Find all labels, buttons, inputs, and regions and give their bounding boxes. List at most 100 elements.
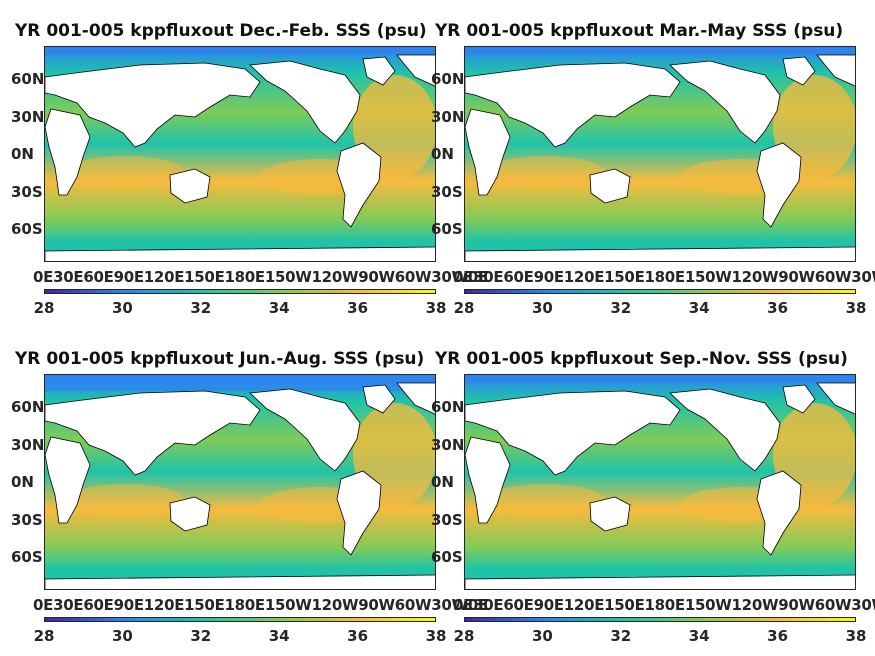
land-mass — [816, 382, 855, 415]
land-mass — [465, 62, 681, 148]
lat-tick-label: 60S — [11, 548, 43, 566]
lon-tick-label: 150E — [184, 596, 225, 614]
colorbar-tick-label: 36 — [347, 299, 369, 317]
lon-tick-label: 120W — [311, 268, 359, 286]
land-mass — [465, 246, 855, 261]
lat-tick-label: 0N — [11, 145, 34, 163]
lon-tick-label: 30W — [851, 596, 875, 614]
lon-tick-label: 90E — [113, 268, 145, 286]
lon-tick-label: 90W — [778, 596, 815, 614]
lon-tick-label: 120W — [731, 268, 779, 286]
colorbar — [44, 289, 436, 294]
lon-tick-label: 150W — [684, 596, 732, 614]
colorbar-tick-label: 32 — [190, 627, 212, 645]
lon-tick-label: 90E — [113, 596, 145, 614]
sss-map — [44, 374, 436, 590]
lon-tick-label: 30E — [53, 268, 84, 286]
lon-tick-label: 60W — [394, 268, 432, 286]
land-mass — [756, 142, 802, 228]
land-mass — [45, 246, 435, 261]
lon-tick-label: 120W — [311, 596, 359, 614]
colorbar-tick-label: 30 — [111, 627, 133, 645]
land-mass — [45, 62, 261, 148]
land-mass — [45, 574, 435, 589]
colorbar-tick-label: 36 — [767, 627, 789, 645]
map-panel: YR 001-005 kppfluxout Dec.-Feb. SSS (psu… — [0, 0, 488, 328]
lat-tick-label: 30N — [431, 108, 465, 126]
lon-tick-label: 30E — [53, 596, 84, 614]
lon-tick-label: 180E — [644, 268, 686, 286]
arctic-low-salinity — [45, 47, 435, 55]
lon-tick-labels: 0E30E60E90E120E150E180E150W120W90W60W30W… — [33, 596, 488, 614]
lat-tick-label: 0N — [11, 473, 34, 491]
sss-map — [44, 46, 436, 262]
lon-tick-label: 0E — [453, 268, 474, 286]
lat-tick-label: 60N — [11, 398, 45, 416]
colorbar-tick-label: 28 — [453, 627, 475, 645]
colorbar-tick-label: 28 — [33, 627, 55, 645]
colorbar-tick-label: 36 — [347, 627, 369, 645]
lat-tick-label: 30N — [431, 436, 465, 454]
arctic-low-salinity — [45, 375, 435, 391]
colorbar-tick-label: 28 — [33, 299, 55, 317]
land-mass — [362, 56, 396, 86]
lat-tick-label: 30S — [11, 183, 43, 201]
land-mass — [669, 60, 781, 144]
lon-tick-label: 30E — [473, 596, 504, 614]
colorbar-tick-label: 34 — [688, 627, 710, 645]
arctic-low-salinity — [465, 47, 855, 55]
lat-tick-label: 30S — [431, 511, 463, 529]
colorbar-tick-label: 38 — [845, 299, 867, 317]
lat-tick-label: 0N — [431, 145, 454, 163]
colorbar-tick-label: 38 — [425, 299, 447, 317]
lon-tick-label: 30W — [851, 268, 875, 286]
map-panel: YR 001-005 kppfluxout Jun.-Aug. SSS (psu… — [0, 328, 488, 656]
sss-map — [464, 46, 856, 262]
map-panel: YR 001-005 kppfluxout Mar.-May SSS (psu)… — [420, 0, 875, 328]
panel-title: YR 001-005 kppfluxout Jun.-Aug. SSS (psu… — [15, 349, 425, 369]
land-mass — [782, 384, 816, 414]
lon-tick-label: 0E — [467, 596, 488, 614]
land-mass — [465, 390, 681, 476]
land-mass — [45, 436, 91, 524]
colorbar-tick-label: 32 — [610, 627, 632, 645]
lat-tick-label: 0N — [431, 473, 454, 491]
panel-title: YR 001-005 kppfluxout Mar.-May SSS (psu) — [435, 21, 844, 41]
indian-high-salinity — [65, 156, 185, 188]
panel-title: YR 001-005 kppfluxout Dec.-Feb. SSS (psu… — [15, 21, 427, 41]
colorbar-tick-label: 30 — [111, 299, 133, 317]
lon-tick-label: 30E — [473, 268, 504, 286]
colorbar — [44, 617, 436, 622]
lon-tick-label: 150W — [264, 268, 312, 286]
land-mass — [45, 390, 261, 476]
land-mass — [169, 496, 211, 532]
lon-tick-label: 0E — [453, 596, 474, 614]
colorbar-tick-label: 32 — [190, 299, 212, 317]
lon-tick-label: 90W — [778, 268, 815, 286]
lon-tick-label: 60E — [503, 596, 534, 614]
land-mass — [669, 388, 781, 472]
lon-tick-label: 60W — [814, 268, 852, 286]
land-mass — [782, 56, 816, 86]
lon-tick-label: 90E — [533, 596, 565, 614]
land-mass — [249, 388, 361, 472]
land-mass — [465, 436, 511, 524]
lon-tick-label: 150E — [604, 268, 645, 286]
lon-tick-labels: 0E30E60E90E120E150E180E150W120W90W60W30W… — [33, 268, 488, 286]
lon-tick-label: 90W — [358, 268, 395, 286]
land-mass — [589, 496, 631, 532]
indian-high-salinity — [65, 484, 185, 516]
lon-tick-label: 120E — [143, 268, 185, 286]
land-mass — [249, 60, 361, 144]
lon-tick-labels: 0E30E60E90E120E150E180E150W120W90W60W30W… — [453, 268, 875, 286]
lat-tick-label: 30N — [11, 108, 45, 126]
lat-tick-label: 30S — [11, 511, 43, 529]
lon-tick-label: 150E — [184, 268, 225, 286]
lat-tick-label: 60N — [11, 70, 45, 88]
colorbar-tick-label: 30 — [531, 627, 553, 645]
lon-tick-label: 0E — [467, 268, 488, 286]
lon-tick-label: 60E — [83, 596, 114, 614]
lat-tick-label: 60N — [431, 70, 465, 88]
lon-tick-label: 30W — [431, 596, 468, 614]
arctic-low-salinity — [465, 375, 855, 383]
